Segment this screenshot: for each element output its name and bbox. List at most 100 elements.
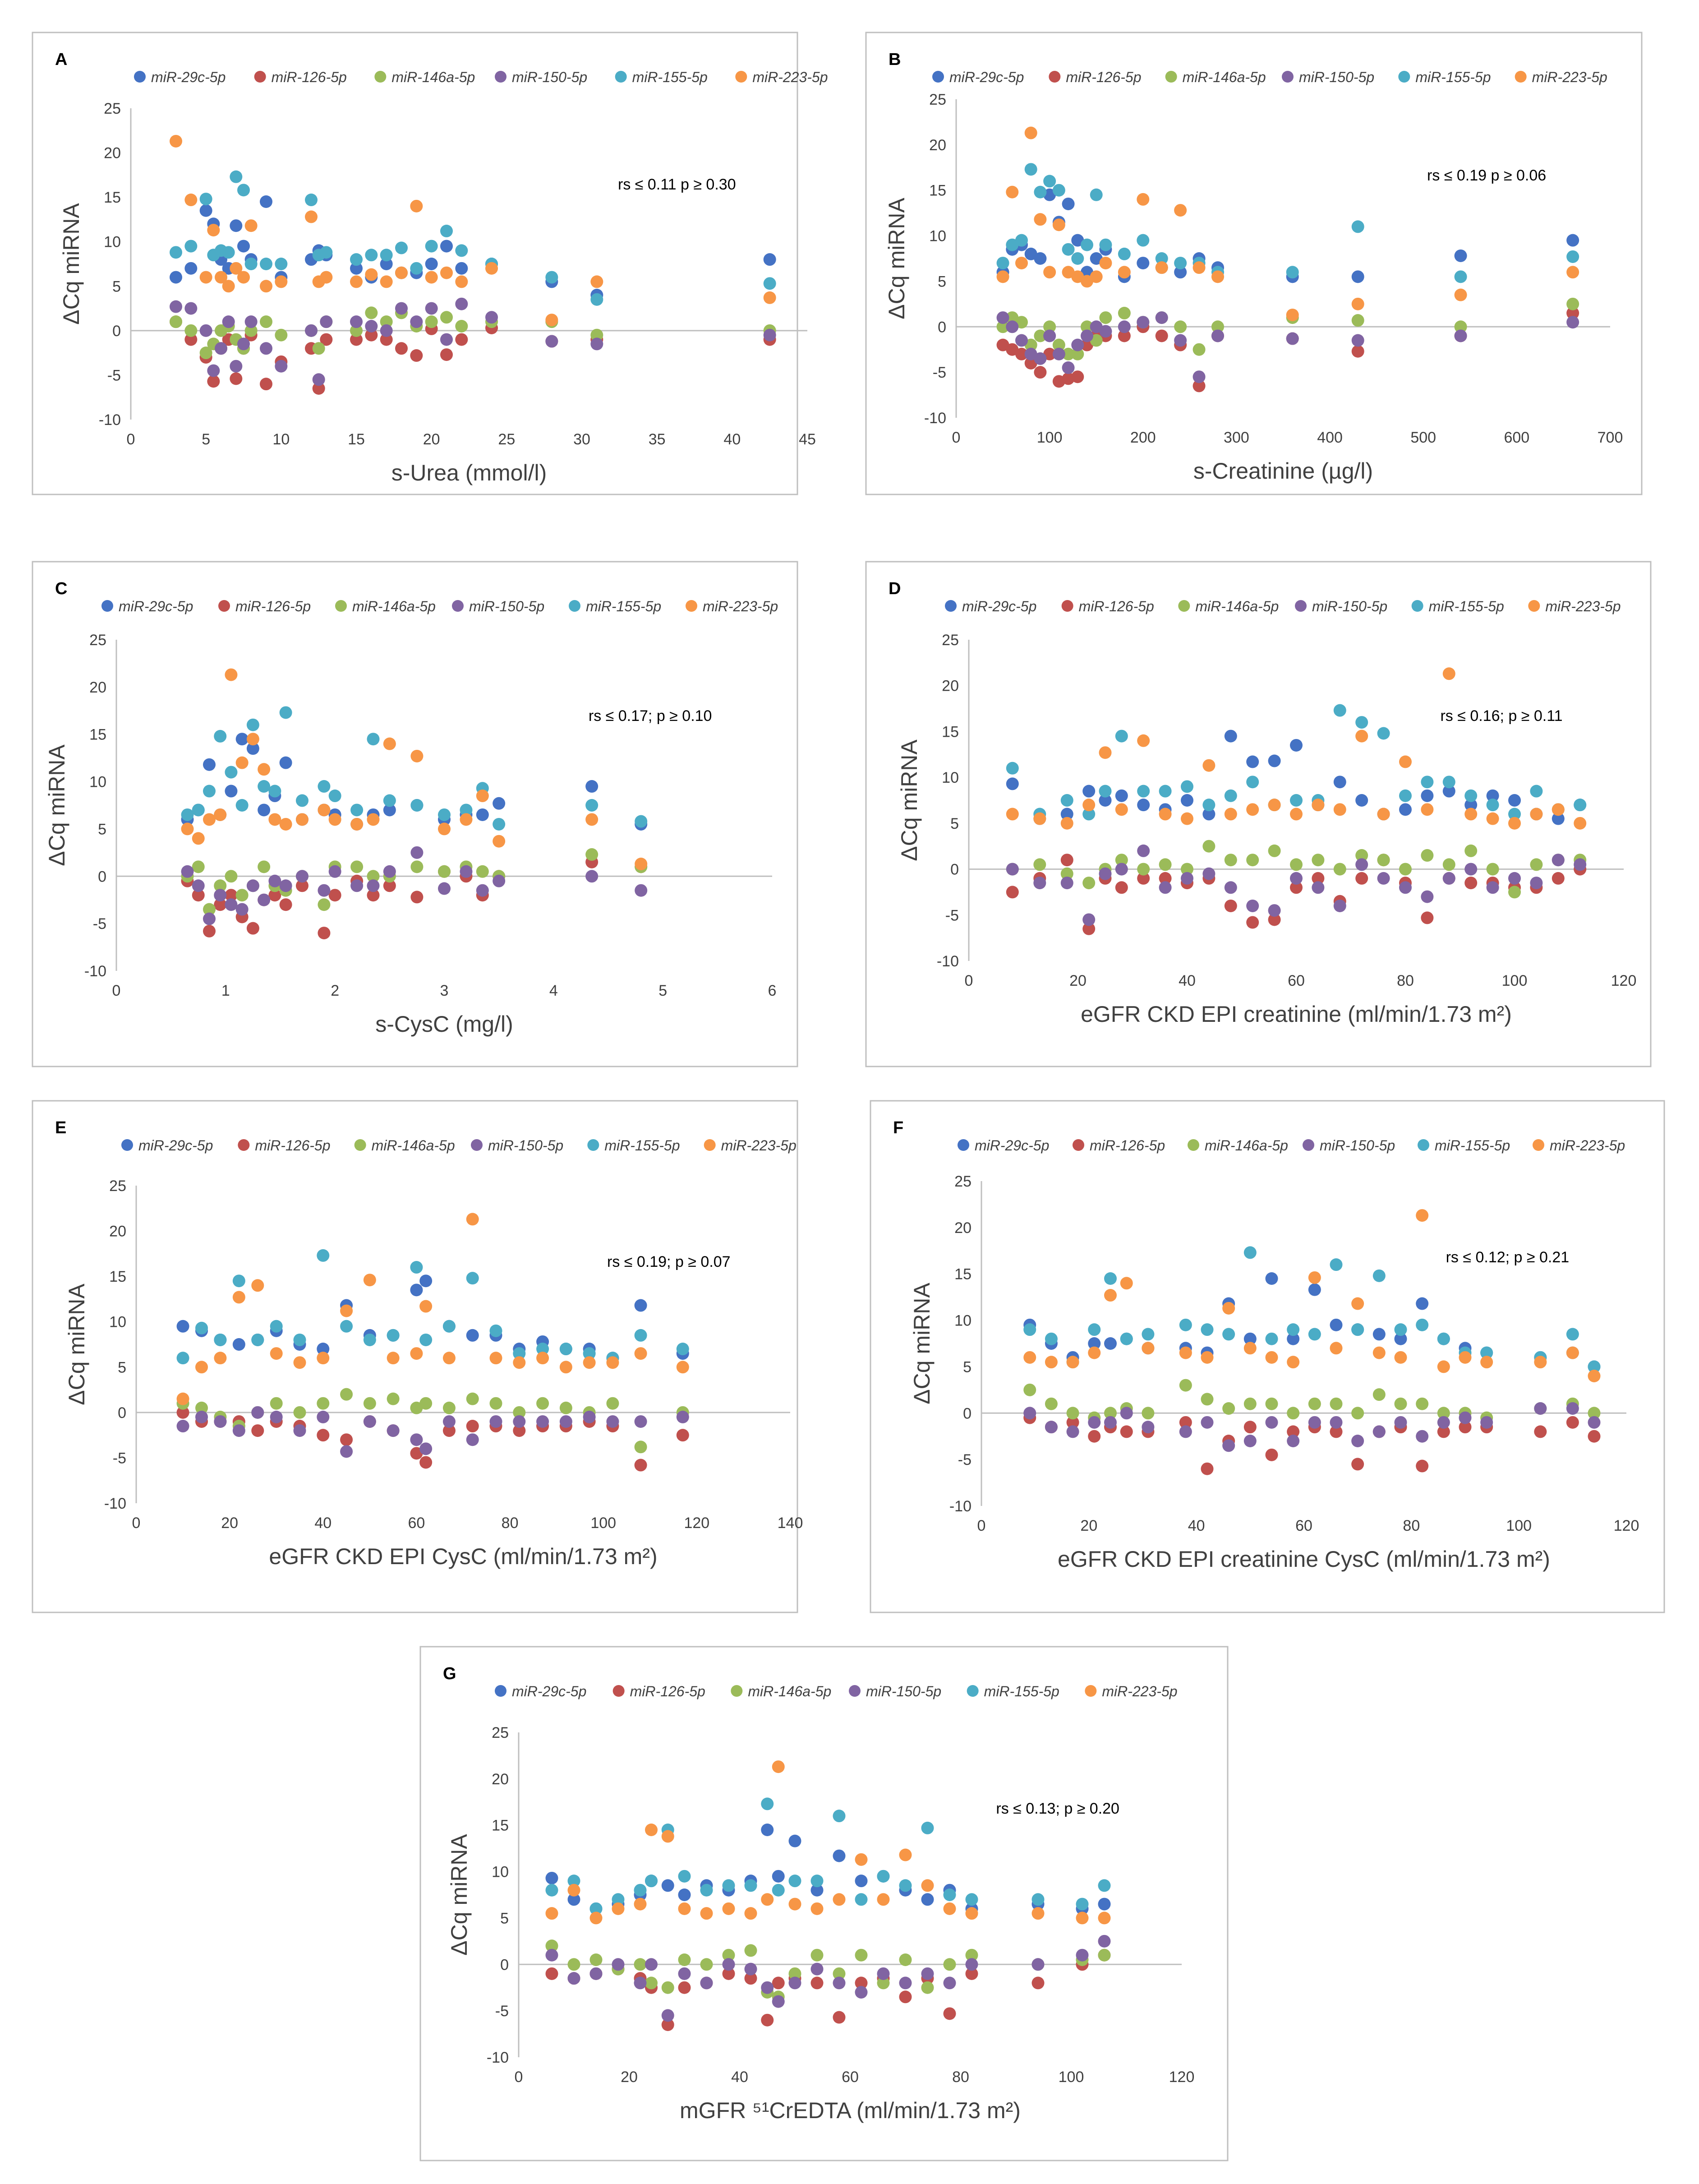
point-miR-29c-5p: [260, 195, 272, 208]
point-miR-146a-5p: [1333, 863, 1346, 876]
legend-marker-miR-126-5p: [238, 1139, 250, 1151]
point-miR-223-5p: [225, 668, 238, 681]
point-miR-155-5p: [545, 1884, 558, 1897]
point-miR-150-5p: [1181, 872, 1193, 885]
point-miR-223-5p: [365, 268, 378, 281]
point-miR-146a-5p: [1174, 320, 1187, 333]
legend-marker-miR-146a-5p: [1178, 600, 1190, 612]
y-tick-label: 0: [938, 319, 946, 336]
x-tick-label: 300: [1224, 429, 1249, 446]
point-miR-126-5p: [1265, 1448, 1278, 1461]
point-miR-155-5p: [645, 1875, 658, 1888]
point-miR-155-5p: [634, 1329, 647, 1342]
point-miR-29c-5p: [1062, 197, 1075, 210]
point-miR-29c-5p: [1099, 794, 1112, 807]
legend-marker-miR-29c-5p: [134, 71, 146, 83]
legend-marker-miR-223-5p: [735, 71, 747, 83]
legend-label-miR-155-5p: miR-155-5p: [632, 69, 708, 85]
point-miR-146a-5p: [192, 860, 205, 873]
point-miR-155-5p: [1181, 780, 1193, 793]
point-miR-155-5p: [440, 225, 453, 238]
point-miR-150-5p: [1174, 334, 1187, 347]
point-miR-155-5p: [855, 1893, 868, 1906]
point-miR-223-5p: [1033, 812, 1046, 825]
point-miR-155-5p: [1088, 1323, 1101, 1336]
point-miR-150-5p: [788, 1976, 801, 1990]
point-miR-223-5p: [1137, 734, 1150, 747]
point-miR-223-5p: [244, 219, 258, 232]
point-miR-146a-5p: [877, 1976, 890, 1990]
point-miR-146a-5p: [1201, 1393, 1214, 1406]
point-miR-146a-5p: [1268, 844, 1281, 857]
panel-label: D: [889, 579, 901, 598]
legend-marker-miR-155-5p: [615, 71, 627, 83]
point-miR-126-5p: [722, 1967, 735, 1980]
point-miR-126-5p: [184, 333, 198, 346]
point-miR-155-5p: [589, 1902, 603, 1915]
point-miR-150-5p: [440, 333, 453, 346]
point-miR-29c-5p: [493, 797, 506, 810]
point-miR-126-5p: [1120, 1425, 1133, 1438]
point-miR-155-5p: [1202, 799, 1216, 812]
x-tick-label: 30: [573, 431, 590, 448]
x-tick-label: 20: [1080, 1517, 1097, 1534]
point-miR-150-5p: [237, 337, 250, 351]
point-miR-29c-5p: [176, 1320, 189, 1333]
point-miR-155-5p: [1045, 1332, 1058, 1345]
y-tick-label: 0: [963, 1405, 972, 1422]
point-miR-150-5p: [1006, 863, 1019, 876]
point-miR-146a-5p: [440, 311, 453, 324]
point-miR-150-5p: [251, 1406, 264, 1419]
point-miR-155-5p: [395, 241, 408, 254]
point-miR-223-5p: [1211, 270, 1224, 283]
point-miR-126-5p: [1312, 872, 1325, 885]
point-miR-126-5p: [230, 372, 243, 385]
point-miR-155-5p: [1351, 1323, 1364, 1336]
point-miR-223-5p: [1454, 288, 1467, 301]
point-miR-155-5p: [810, 1875, 824, 1888]
point-miR-150-5p: [485, 311, 498, 324]
point-miR-223-5p: [567, 1884, 580, 1897]
point-miR-150-5p: [536, 1415, 549, 1428]
point-miR-150-5p: [1015, 334, 1028, 347]
point-miR-146a-5p: [1045, 1397, 1058, 1410]
point-miR-150-5p: [1202, 867, 1216, 880]
point-miR-146a-5p: [214, 879, 227, 892]
panel-label: B: [889, 50, 901, 69]
point-miR-29c-5p: [833, 1849, 846, 1862]
point-miR-150-5p: [199, 324, 212, 337]
point-miR-155-5p: [513, 1347, 526, 1360]
point-miR-223-5p: [1088, 1346, 1101, 1359]
point-miR-155-5p: [320, 246, 333, 259]
point-miR-150-5p: [700, 1976, 713, 1990]
point-miR-146a-5p: [363, 1397, 376, 1410]
point-miR-155-5p: [1099, 785, 1112, 798]
point-miR-223-5p: [1265, 1351, 1278, 1364]
legend-label-miR-150-5p: miR-150-5p: [1299, 69, 1374, 85]
point-miR-126-5p: [1421, 911, 1434, 924]
x-tick-label: 700: [1598, 429, 1623, 446]
point-miR-223-5p: [1202, 759, 1216, 772]
correlation-annotation: rs ≤ 0.17; p ≥ 0.10: [589, 707, 712, 725]
point-miR-155-5p: [1043, 175, 1056, 188]
legend-label-miR-126-5p: miR-126-5p: [272, 69, 347, 85]
point-miR-223-5p: [1464, 808, 1478, 821]
point-miR-150-5p: [192, 879, 205, 892]
point-miR-223-5p: [1090, 270, 1103, 283]
point-miR-146a-5p: [367, 870, 380, 883]
point-miR-146a-5p: [1043, 320, 1056, 333]
point-miR-146a-5p: [1060, 867, 1073, 880]
point-miR-223-5p: [237, 271, 250, 284]
point-miR-150-5p: [455, 297, 468, 310]
y-tick-label: 10: [109, 1314, 126, 1331]
x-tick-label: 1: [221, 982, 230, 999]
point-miR-150-5p: [207, 364, 220, 377]
legend-marker-miR-155-5p: [1418, 1139, 1429, 1151]
point-miR-126-5p: [1351, 345, 1364, 358]
point-miR-150-5p: [761, 1981, 774, 1994]
point-miR-155-5p: [1104, 1272, 1117, 1285]
point-miR-223-5p: [215, 271, 227, 284]
point-miR-223-5p: [634, 1347, 647, 1360]
point-miR-155-5p: [1308, 1328, 1321, 1341]
point-miR-146a-5p: [455, 320, 468, 332]
